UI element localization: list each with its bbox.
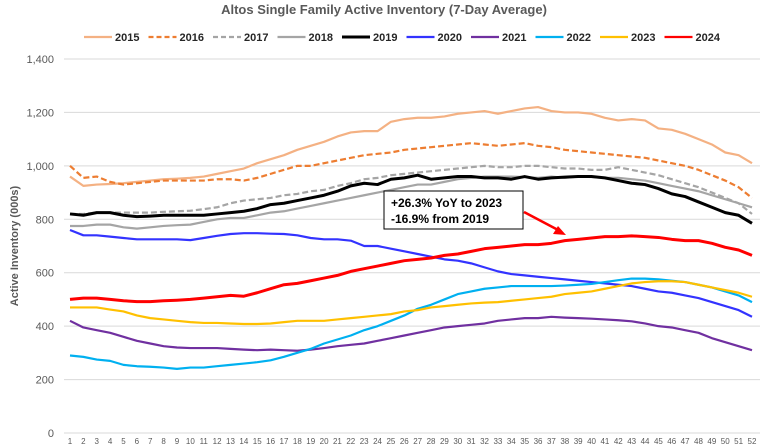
series-line-2017 (70, 164, 753, 216)
x-tick-label: 38 (560, 437, 569, 445)
x-tick-label: 42 (614, 437, 623, 445)
x-tick-label: 26 (400, 437, 409, 445)
legend-label-2023: 2023 (631, 32, 655, 44)
series-line-2016 (69, 142, 753, 199)
x-tick-label: 19 (306, 437, 315, 445)
y-tick-label: 1,000 (26, 161, 54, 173)
x-tick-label: 9 (175, 437, 180, 445)
x-tick-label: 27 (413, 437, 422, 445)
x-tick-label: 47 (681, 437, 690, 445)
annotation-line-2: -16.9% from 2019 (391, 212, 489, 226)
legend-label-2022: 2022 (567, 32, 591, 44)
x-tick-label: 49 (707, 437, 716, 445)
series-line-2015 (69, 105, 753, 187)
x-tick-label: 10 (186, 437, 195, 445)
y-tick-label: 400 (36, 321, 54, 333)
x-tick-label: 21 (333, 437, 342, 445)
series-line-2020 (69, 228, 753, 318)
x-tick-label: 24 (373, 437, 382, 445)
x-tick-label: 37 (547, 437, 556, 445)
x-tick-label: 33 (493, 437, 502, 445)
x-tick-label: 43 (627, 437, 636, 445)
x-tick-label: 25 (386, 437, 395, 445)
x-tick-label: 3 (95, 437, 100, 445)
x-tick-label: 48 (694, 437, 703, 445)
annotation-box (383, 190, 524, 230)
legend-label-2016: 2016 (180, 32, 204, 44)
y-tick-label: 600 (36, 268, 54, 280)
legend-label-2019: 2019 (373, 32, 397, 44)
x-tick-label: 40 (587, 437, 596, 445)
y-tick-label: 800 (36, 214, 54, 226)
x-tick-label: 30 (453, 437, 462, 445)
legend-label-2018: 2018 (309, 32, 333, 44)
series-line-2018 (70, 175, 753, 230)
annotation: +26.3% YoY to 2023 -16.9% from 2019 (383, 190, 566, 235)
x-tick-label: 2 (81, 437, 86, 445)
y-tick-label: 0 (48, 428, 54, 440)
x-tick-label: 46 (667, 437, 676, 445)
series-line-2021 (69, 315, 753, 352)
chart-title: Altos Single Family Active Inventory (7-… (221, 2, 547, 17)
x-tick-label: 8 (161, 437, 166, 445)
x-tick-label: 36 (534, 437, 543, 445)
x-tick-label: 1 (68, 437, 73, 445)
series-line-2023 (70, 280, 753, 326)
x-tick-label: 18 (293, 437, 302, 445)
x-tick-label: 15 (253, 437, 262, 445)
x-tick-label: 5 (121, 437, 126, 445)
legend-label-2017: 2017 (244, 32, 268, 44)
x-tick-label: 23 (360, 437, 369, 445)
annotation-arrowhead (553, 226, 566, 235)
x-tick-label: 45 (654, 437, 663, 445)
x-tick-label: 12 (213, 437, 222, 445)
x-tick-label: 6 (135, 437, 140, 445)
x-tick-label: 29 (440, 437, 449, 445)
x-tick-label: 51 (734, 437, 743, 445)
x-tick-label: 41 (600, 437, 609, 445)
legend-label-2021: 2021 (502, 32, 526, 44)
annotation-line-1: +26.3% YoY to 2023 (391, 196, 502, 210)
x-tick-label: 28 (427, 437, 436, 445)
series-line-2022 (69, 277, 753, 370)
x-tick-label: 39 (574, 437, 583, 445)
series-line-2019 (69, 173, 753, 225)
x-tick-label: 17 (280, 437, 289, 445)
x-tick-label: 7 (148, 437, 153, 445)
annotation-arrow (523, 210, 561, 233)
series-line-2024 (69, 234, 753, 304)
legend-label-2020: 2020 (438, 32, 462, 44)
x-tick-label: 35 (520, 437, 529, 445)
y-tick-label: 1,200 (26, 107, 54, 119)
x-tick-label: 50 (721, 437, 730, 445)
x-tick-label: 31 (467, 437, 476, 445)
x-tick-label: 20 (320, 437, 329, 445)
x-tick-label: 52 (748, 437, 757, 445)
x-tick-label: 22 (346, 437, 355, 445)
x-tick-label: 16 (266, 437, 275, 445)
y-axis-label: Active Inventory (000s) (9, 185, 21, 306)
x-tick-label: 34 (507, 437, 516, 445)
x-tick-label: 11 (200, 437, 209, 445)
y-tick-label: 1,400 (26, 54, 54, 66)
legend-label-2024: 2024 (696, 32, 721, 44)
x-tick-label: 13 (226, 437, 235, 445)
legend-label-2015: 2015 (115, 32, 139, 44)
x-tick-label: 44 (641, 437, 650, 445)
x-tick-label: 14 (239, 437, 248, 445)
x-tick-label: 4 (108, 437, 113, 445)
x-tick-label: 32 (480, 437, 489, 445)
y-tick-label: 200 (36, 375, 54, 387)
